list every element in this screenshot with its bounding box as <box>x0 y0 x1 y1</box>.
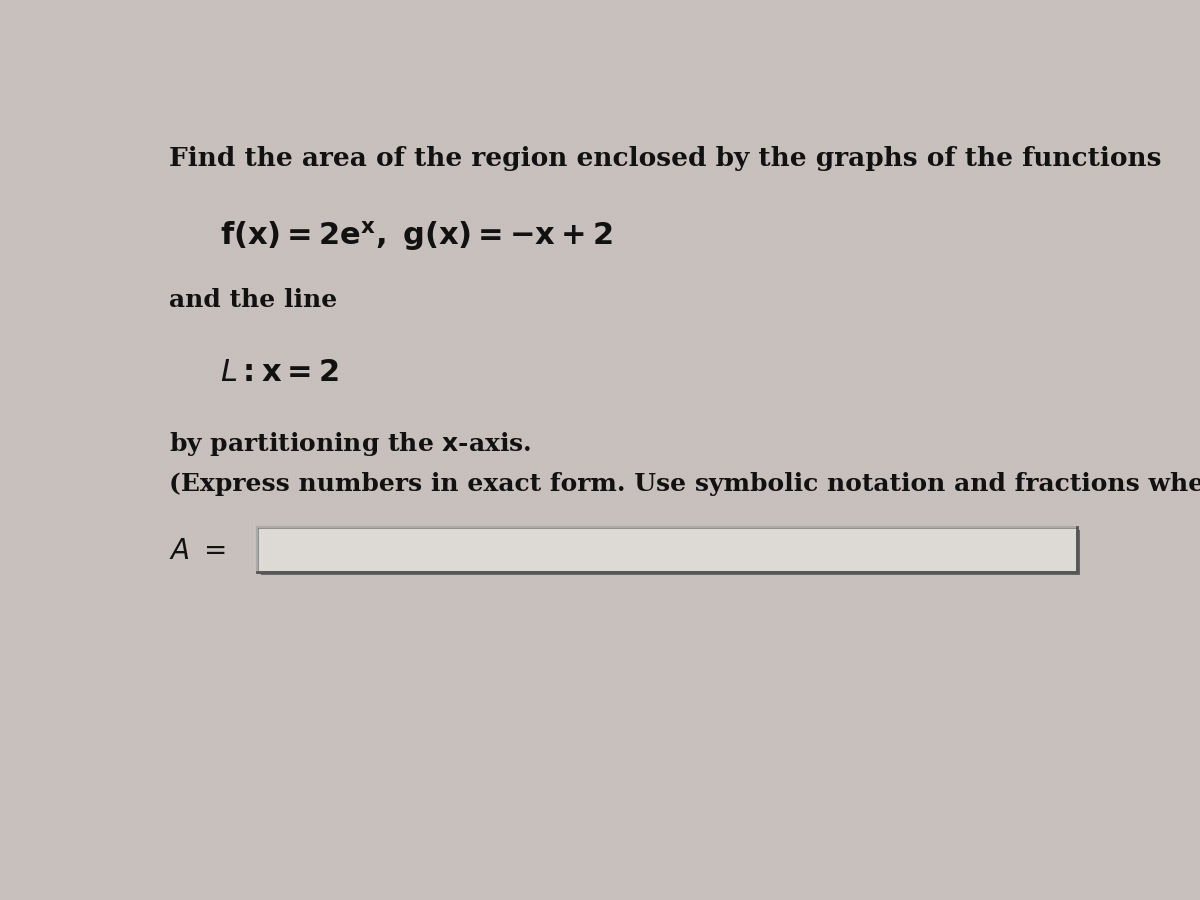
Text: by partitioning the $\mathbf{x}$-axis.: by partitioning the $\mathbf{x}$-axis. <box>168 430 532 458</box>
Text: $\mathbf{\mathit{L}: x = 2}$: $\mathbf{\mathit{L}: x = 2}$ <box>220 357 338 389</box>
Text: Find the area of the region enclosed by the graphs of the functions: Find the area of the region enclosed by … <box>168 146 1162 171</box>
Text: $\mathit{A}\ =$: $\mathit{A}\ =$ <box>168 538 226 565</box>
FancyBboxPatch shape <box>260 530 1081 575</box>
Text: $\mathbf{f(x) = 2e^x, \ g(x) = {-}x + 2}$: $\mathbf{f(x) = 2e^x, \ g(x) = {-}x + 2}… <box>220 219 612 253</box>
Text: (Express numbers in exact form. Use symbolic notation and fractions where need: (Express numbers in exact form. Use symb… <box>168 472 1200 496</box>
FancyBboxPatch shape <box>257 527 1078 572</box>
Text: and the line: and the line <box>168 288 337 312</box>
